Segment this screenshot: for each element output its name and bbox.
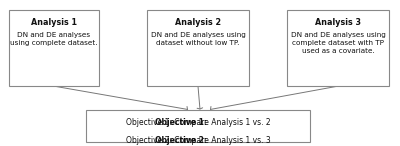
- Bar: [86, 110, 310, 142]
- Bar: [9, 10, 99, 86]
- Text: DN and DE analyses using
complete dataset with TP
used as a covariate.: DN and DE analyses using complete datase…: [290, 32, 386, 54]
- Text: DN and DE analyses
using complete dataset.: DN and DE analyses using complete datase…: [10, 32, 98, 46]
- Text: DN and DE analyses using
dataset without low TP.: DN and DE analyses using dataset without…: [150, 32, 246, 46]
- Text: Analysis 3: Analysis 3: [315, 18, 361, 27]
- Text: Objective 1:: Objective 1:: [155, 118, 207, 127]
- Text: Objective 2: Compare Analysis 1 vs. 3: Objective 2: Compare Analysis 1 vs. 3: [126, 136, 270, 145]
- Bar: [147, 10, 249, 86]
- Bar: [287, 10, 389, 86]
- Text: Objective 2:: Objective 2:: [155, 136, 207, 145]
- Text: Analysis 1: Analysis 1: [31, 18, 77, 27]
- Text: Objective 1: Compare Analysis 1 vs. 2: Objective 1: Compare Analysis 1 vs. 2: [126, 118, 270, 127]
- Text: Analysis 2: Analysis 2: [175, 18, 221, 27]
